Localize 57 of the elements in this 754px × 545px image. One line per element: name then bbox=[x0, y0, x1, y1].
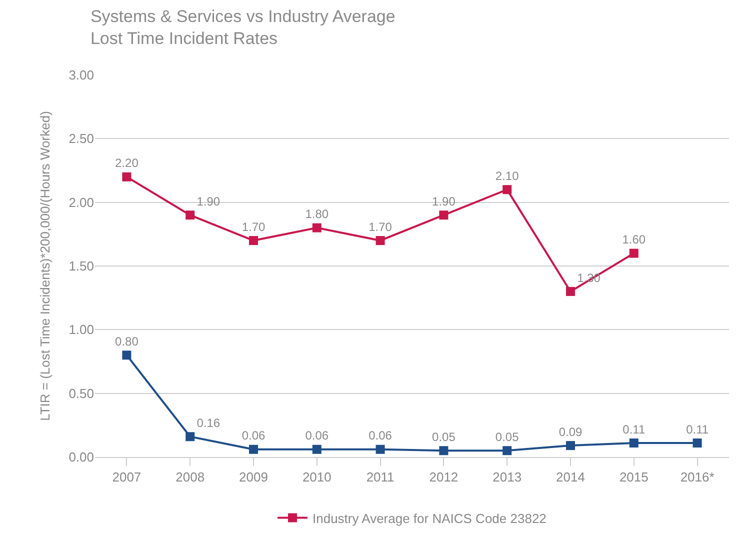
x-tick-label: 2012 bbox=[429, 470, 458, 485]
data-label: 1.70 bbox=[368, 220, 392, 234]
data-label: 0.80 bbox=[115, 334, 139, 349]
data-label: 0.11 bbox=[686, 422, 709, 436]
data-label: 0.11 bbox=[622, 422, 646, 436]
y-tick-label: 0.50 bbox=[68, 386, 94, 401]
x-tick-label: 2015 bbox=[619, 470, 648, 485]
data-label: 1.90 bbox=[196, 194, 220, 208]
point bbox=[249, 236, 258, 246]
y-tick-label: 1.00 bbox=[68, 322, 94, 338]
y-axis-title: LTIR = (Lost Time Incidents)*200,000/(Hours Worked) bbox=[38, 111, 53, 421]
legend-label: Industry Average for NAICS Code 23822 bbox=[312, 510, 546, 526]
data-label: 1.80 bbox=[305, 207, 329, 222]
point bbox=[186, 432, 195, 442]
data-label: 0.05 bbox=[495, 430, 520, 444]
point bbox=[122, 172, 132, 182]
point bbox=[249, 444, 258, 454]
point bbox=[376, 236, 385, 246]
y-tick-label: 2.00 bbox=[68, 194, 94, 210]
point bbox=[566, 441, 575, 450]
y-tick-label: 2.50 bbox=[68, 131, 94, 146]
x-tick-label: 2011 bbox=[366, 470, 394, 485]
point bbox=[312, 223, 322, 232]
point bbox=[312, 444, 322, 454]
point bbox=[566, 286, 575, 296]
point bbox=[629, 438, 638, 448]
data-label: 2.20 bbox=[115, 156, 139, 170]
data-label: 0.09 bbox=[558, 424, 582, 439]
data-label: 2.10 bbox=[495, 168, 520, 183]
point bbox=[376, 444, 385, 454]
point bbox=[122, 350, 132, 360]
data-label: 1.90 bbox=[432, 194, 456, 208]
y-tick-label: 1.50 bbox=[68, 258, 94, 274]
point bbox=[692, 438, 702, 448]
data-label: 0.06 bbox=[242, 428, 266, 443]
chart-title: Systems & Services vs Industry Average Lost Time Incident Rates bbox=[90, 6, 396, 48]
data-label: 0.05 bbox=[432, 430, 456, 444]
y-tick-label: 3.00 bbox=[68, 68, 94, 83]
data-label: 0.06 bbox=[368, 428, 392, 443]
x-tick-label: 2009 bbox=[239, 470, 268, 485]
point bbox=[629, 248, 638, 258]
point bbox=[186, 210, 195, 220]
y-tick-label: 0.00 bbox=[68, 450, 94, 465]
x-tick-label: 2014 bbox=[556, 470, 585, 485]
x-tick-label: 2008 bbox=[176, 470, 205, 485]
point bbox=[439, 446, 448, 456]
point bbox=[502, 446, 512, 456]
point bbox=[439, 210, 448, 220]
x-tick-label: 2010 bbox=[302, 470, 332, 485]
x-tick-label: 2007 bbox=[112, 470, 142, 485]
data-label: 0.16 bbox=[196, 416, 220, 430]
data-label: 1.70 bbox=[242, 220, 266, 234]
data-label: 1.60 bbox=[622, 232, 646, 247]
point bbox=[502, 185, 512, 194]
data-label: 0.06 bbox=[305, 428, 329, 443]
x-tick-label: 2016* bbox=[680, 470, 714, 485]
x-tick-label: 2013 bbox=[492, 470, 522, 485]
